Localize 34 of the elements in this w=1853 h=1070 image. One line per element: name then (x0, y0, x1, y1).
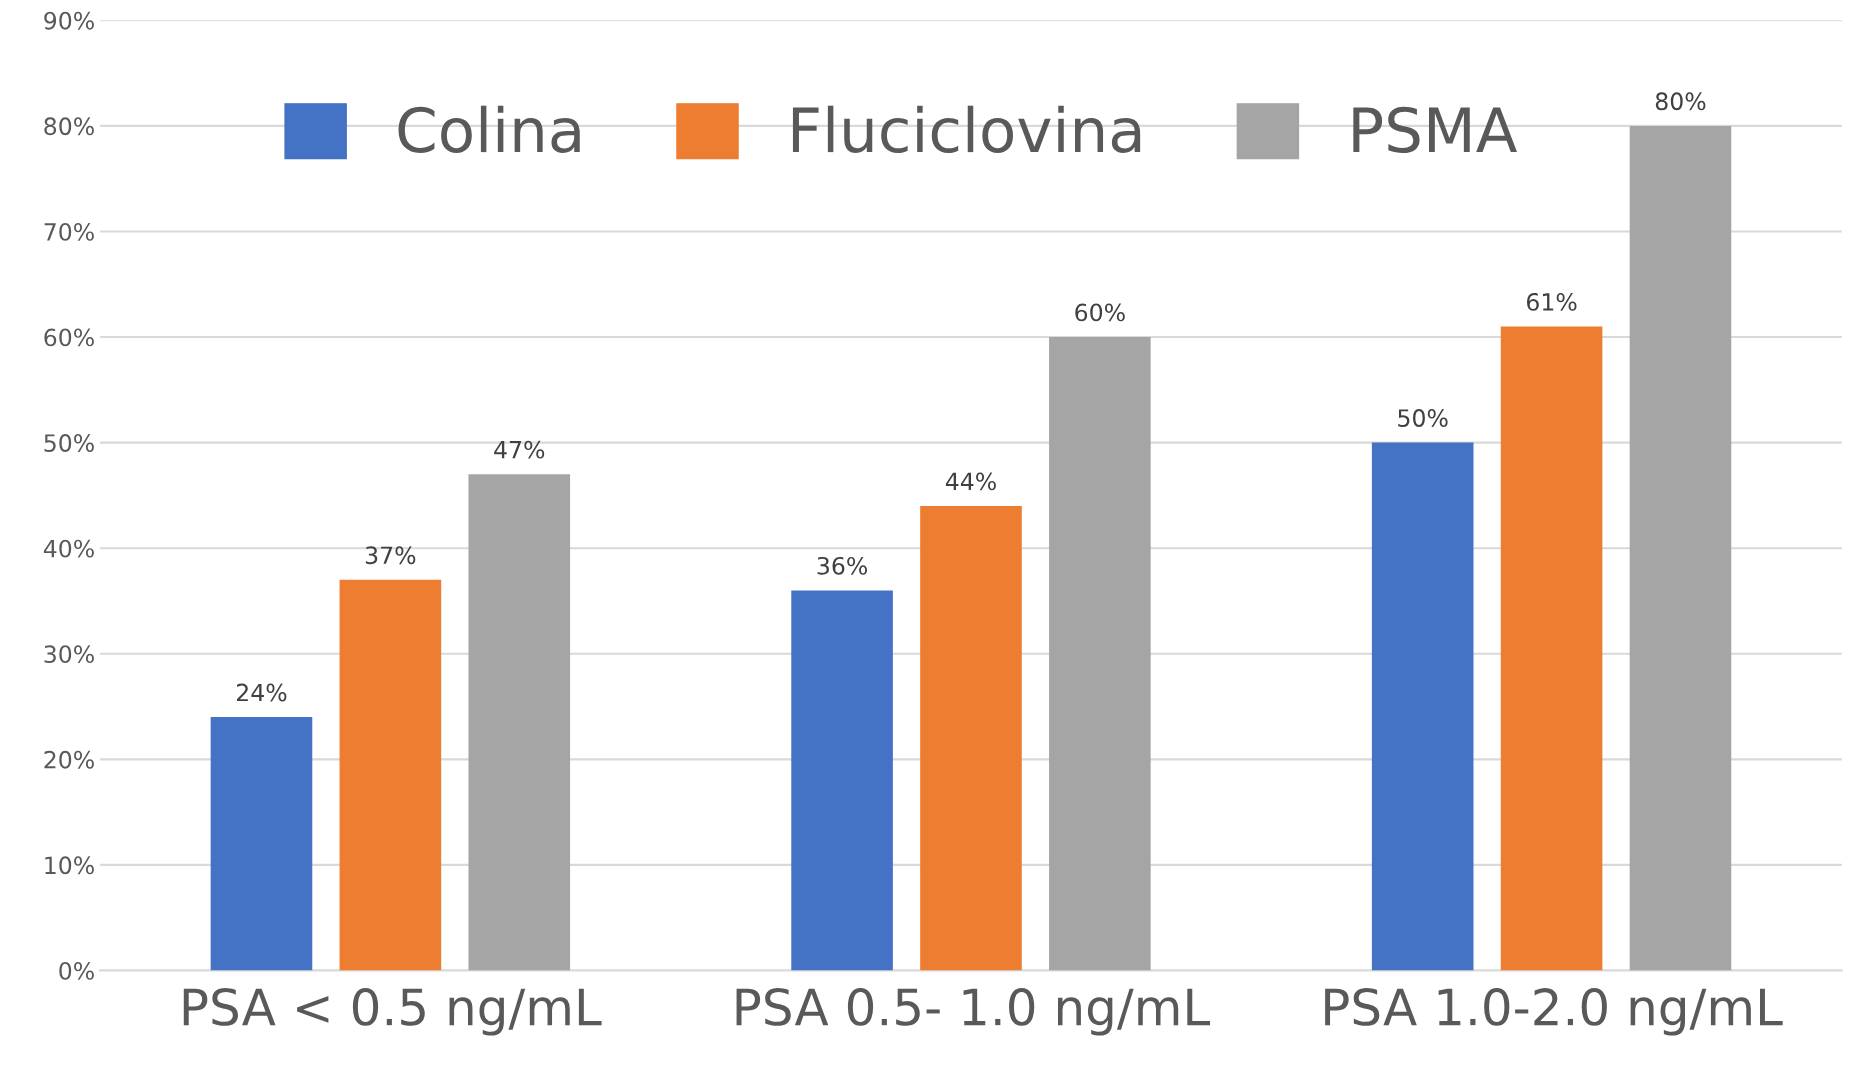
legend-label: Fluciclovina (792, 105, 1141, 153)
legend-label: PSMA (1353, 106, 1518, 153)
data-label: 47% (494, 440, 545, 459)
data-label: 61% (1526, 292, 1577, 311)
data-label: 36% (817, 556, 868, 575)
data-label: 37% (365, 546, 416, 565)
y-tick-label: 30% (44, 645, 94, 664)
y-tick-label: 90% (44, 11, 94, 30)
bar (339, 579, 442, 971)
y-tick-label: 0% (59, 961, 94, 980)
y-tick-label: 40% (43, 539, 94, 558)
x-tick-label: PSA < 0.5 ng/mL (183, 988, 602, 1036)
bar (1500, 326, 1603, 971)
data-label: 44% (945, 472, 996, 491)
y-tick-label: 20% (44, 750, 94, 769)
data-label: 60% (1075, 303, 1125, 322)
bar (920, 505, 1022, 971)
bar (210, 717, 313, 971)
bar (1371, 442, 1474, 971)
y-tick-label: 70% (44, 222, 94, 241)
data-label: 50% (1398, 409, 1448, 427)
x-tick-label: PSA 0.5- 1.0 ng/mL (736, 988, 1211, 1036)
x-tick-label: PSA 1.0-2.0 ng/mL (1325, 988, 1783, 1036)
y-tick-label: 60% (44, 328, 94, 347)
bar (791, 590, 893, 971)
y-tick-label: 80% (44, 117, 94, 136)
bar (1049, 337, 1151, 971)
legend-label: Colina (398, 105, 580, 153)
data-label: 24% (236, 683, 287, 702)
bar (468, 474, 571, 971)
data-label: 80% (1655, 92, 1706, 111)
y-tick-label: 10% (45, 856, 94, 875)
bar (1629, 125, 1732, 971)
y-tick-label: 50% (44, 434, 94, 452)
